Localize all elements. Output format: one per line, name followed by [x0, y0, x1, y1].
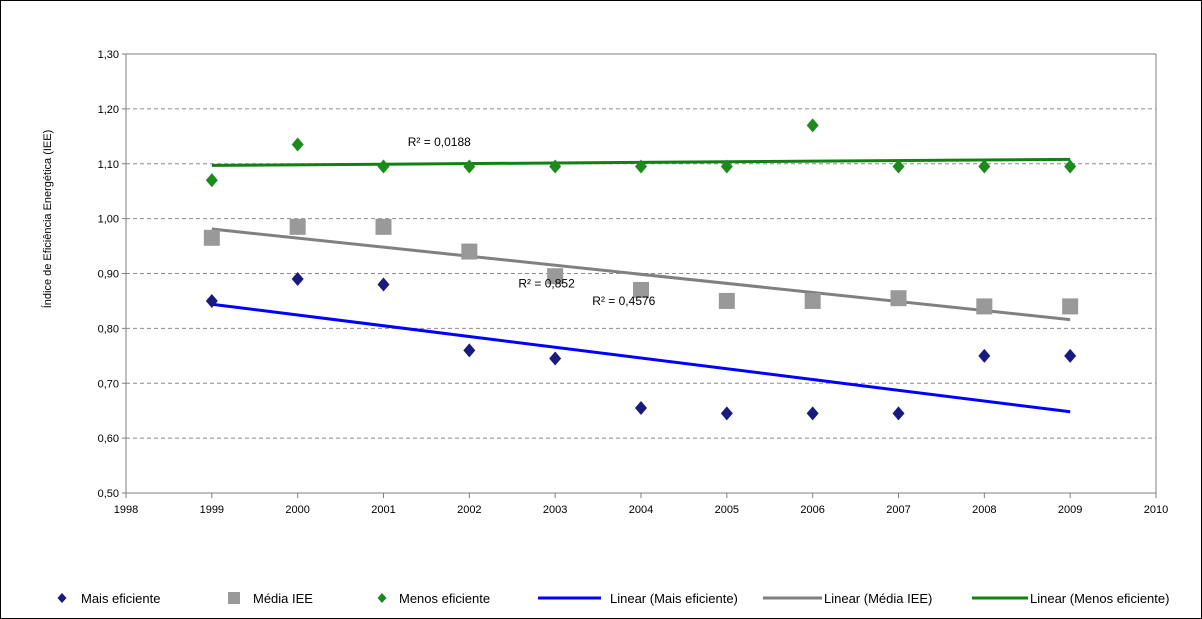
x-tick-label: 2007	[886, 504, 910, 516]
axes-layer: 0,50 0,60 0,70 0,80 0,90 1,00 1,10 1,20 1,30 1998…	[98, 49, 1169, 516]
trendline	[211, 227, 1071, 322]
data-point	[804, 292, 821, 309]
x-tick-label: 2005	[715, 504, 739, 516]
data-point	[377, 277, 390, 292]
data-point	[892, 159, 905, 174]
data-point	[978, 348, 991, 363]
data-point	[890, 290, 907, 307]
legend-swatch	[57, 593, 67, 603]
data-point	[1064, 159, 1077, 174]
legend-label: Linear (Mais eficiente)	[610, 591, 738, 606]
y-tick-label: 0,60	[98, 433, 119, 445]
x-tick-label: 2008	[972, 504, 996, 516]
x-tick-label: 2010	[1144, 504, 1168, 516]
annotation-layer: R² = 0,4576 R² = 0,852 R² = 0,0188	[408, 135, 656, 308]
x-tick-label: 2003	[543, 504, 567, 516]
data-point	[1062, 298, 1079, 315]
grid-layer	[126, 53, 1156, 439]
points-layer	[203, 118, 1079, 421]
data-point	[549, 159, 562, 174]
data-point	[461, 243, 478, 260]
data-point	[1064, 348, 1077, 363]
legend-swatch	[228, 592, 240, 604]
data-point	[633, 281, 649, 298]
x-tick-label: 2001	[371, 504, 395, 516]
data-point	[635, 159, 647, 174]
data-point	[205, 293, 218, 308]
trendline	[211, 302, 1071, 414]
data-point	[806, 118, 819, 133]
x-tick-label: 1999	[200, 504, 224, 516]
data-point	[205, 173, 218, 188]
legend-label: Linear (Menos eficiente)	[1030, 591, 1169, 606]
data-point	[635, 400, 647, 415]
legend-swatch	[377, 593, 387, 603]
data-point	[976, 298, 993, 315]
y-tick-label: 1,10	[98, 159, 119, 171]
data-point	[291, 271, 304, 286]
legend-label: Linear (Média IEE)	[824, 591, 932, 606]
legend: Mais eficiente Média IEE Menos eficiente Li…	[57, 591, 1169, 606]
y-tick-label: 1,30	[98, 49, 119, 61]
x-tick-label: 2004	[629, 504, 653, 516]
data-point	[463, 343, 476, 358]
legend-label: Menos eficiente	[399, 591, 490, 606]
data-point	[720, 159, 733, 174]
legend-label: Mais eficiente	[81, 591, 160, 606]
x-tick-label: 2000	[285, 504, 309, 516]
data-point	[375, 218, 392, 235]
x-tick-label: 2006	[800, 504, 824, 516]
data-point	[720, 406, 733, 421]
data-point	[806, 406, 819, 421]
y-tick-label: 0,80	[98, 323, 119, 335]
y-axis-label: Índice de Eficiência Energética (IEE)	[41, 130, 54, 309]
data-point	[892, 406, 905, 421]
x-tick-label: 1998	[114, 504, 138, 516]
data-point	[463, 159, 476, 174]
data-point	[718, 292, 735, 309]
x-tick-label: 2002	[457, 504, 481, 516]
r-squared-label: R² = 0,852	[518, 277, 575, 291]
y-tick-label: 0,70	[98, 378, 119, 390]
r-squared-label: R² = 0,4576	[592, 294, 655, 308]
y-tick-label: 0,90	[98, 269, 119, 281]
y-tick-label: 0,50	[98, 488, 119, 500]
x-tick-label: 2009	[1058, 504, 1082, 516]
data-point	[377, 159, 390, 174]
r-squared-label: R² = 0,0188	[408, 135, 471, 149]
data-point	[547, 268, 564, 285]
data-point	[289, 218, 306, 235]
data-point	[291, 137, 304, 152]
y-tick-label: 1,20	[98, 104, 119, 116]
data-point	[203, 229, 220, 246]
legend-label: Média IEE	[253, 591, 313, 606]
y-tick-label: 1,00	[98, 214, 119, 226]
data-point	[549, 351, 562, 366]
data-point	[978, 159, 991, 174]
